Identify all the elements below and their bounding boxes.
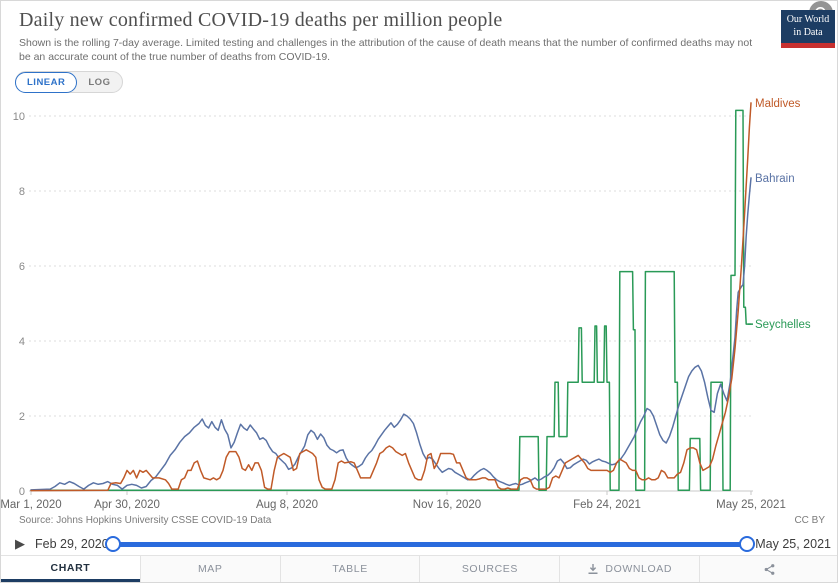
line-chart-svg: 0 2 4 6 8 10 Mar 1, 2020 Apr 30, 2020 Aug 8, 202… [1, 98, 811, 511]
x-axis-tick-label: Feb 24, 2021 [573, 499, 641, 511]
series-label-maldives: Maldives [755, 98, 801, 110]
y-axis-tick-label: 4 [19, 336, 25, 348]
chart-title: Daily new confirmed COVID-19 deaths per … [19, 9, 503, 31]
timeline-start-handle[interactable] [105, 536, 121, 552]
owid-logo-line2: in Data [793, 26, 823, 38]
scale-toggle: LINEAR LOG [15, 71, 124, 93]
source-note: Source: Johns Hopkins University CSSE CO… [19, 515, 272, 526]
tab-download[interactable]: DOWNLOAD [559, 556, 700, 582]
timeline-slider-track[interactable] [105, 536, 755, 552]
owid-logo-line1: Our World [786, 14, 830, 25]
series-line-seychelles [30, 109, 752, 492]
log-button[interactable]: LOG [88, 76, 111, 88]
x-axis-tick-label: May 25, 2021 [716, 499, 786, 511]
chart-subtitle: Shown is the rolling 7-day average. Limi… [19, 37, 753, 64]
chart-canvas[interactable]: 0 2 4 6 8 10 Mar 1, 2020 Apr 30, 2020 Aug 8, 202… [1, 93, 837, 518]
x-axis-tick-label: Aug 8, 2020 [256, 499, 318, 511]
x-axis-tick-label: Apr 30, 2020 [94, 499, 160, 511]
y-axis-tick-label: 6 [19, 261, 25, 273]
tab-table[interactable]: TABLE [279, 556, 420, 582]
y-axis-tick-label: 0 [19, 486, 25, 498]
tab-share[interactable] [699, 556, 837, 582]
x-axis-tick-label: Nov 16, 2020 [413, 499, 481, 511]
series-label-seychelles: Seychelles [755, 319, 811, 331]
tab-chart[interactable]: CHART [1, 556, 140, 582]
share-icon [764, 563, 775, 575]
footer-tab-bar: CHART MAP TABLE SOURCES DOWNLOAD [1, 555, 837, 582]
timeline-control: ▶ Feb 29, 2020 May 25, 2021 [1, 532, 837, 556]
owid-logo[interactable]: Our World in Data [781, 10, 835, 48]
series-line-bahrain [30, 177, 752, 491]
play-button[interactable]: ▶ [15, 536, 25, 551]
license-note[interactable]: CC BY [794, 515, 825, 526]
y-axis-tick-label: 8 [19, 186, 25, 198]
linear-button[interactable]: LINEAR [15, 71, 78, 93]
y-axis-tick-label: 10 [13, 111, 25, 123]
y-axis-tick-label: 2 [19, 411, 25, 423]
series-line-maldives [30, 102, 752, 492]
series-label-bahrain: Bahrain [755, 173, 795, 185]
timeline-end-label: May 25, 2021 [755, 537, 831, 551]
tab-map[interactable]: MAP [139, 556, 280, 582]
tab-sources[interactable]: SOURCES [419, 556, 560, 582]
timeline-start-label: Feb 29, 2020 [35, 537, 109, 551]
x-axis-tick-label: Mar 1, 2020 [1, 499, 62, 511]
download-icon [588, 564, 598, 574]
timeline-end-handle[interactable] [739, 536, 755, 552]
